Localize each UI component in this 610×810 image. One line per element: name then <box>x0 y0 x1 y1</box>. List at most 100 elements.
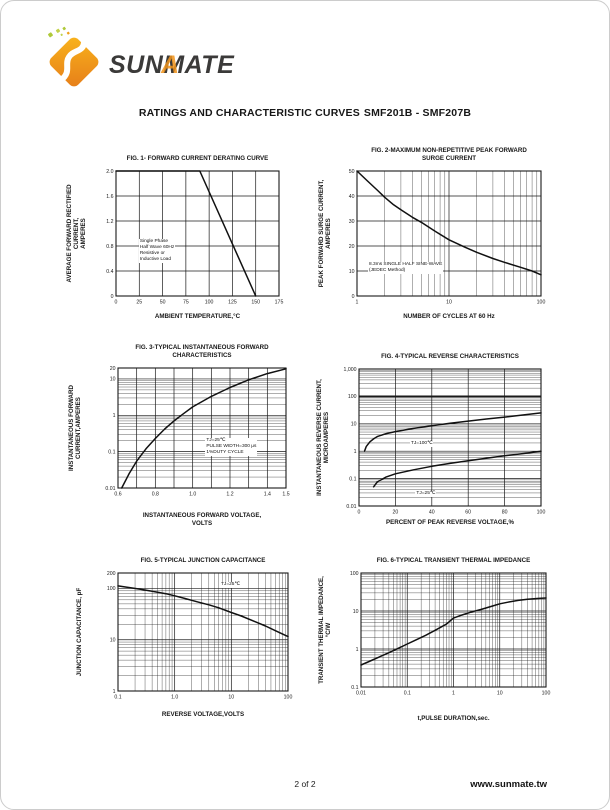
svg-text:50: 50 <box>160 300 166 306</box>
svg-text:80: 80 <box>502 510 508 516</box>
svg-text:0: 0 <box>111 294 114 300</box>
title-text: RATINGS AND CHARACTERISTIC CURVES <box>138 107 360 119</box>
svg-text:60: 60 <box>465 510 471 516</box>
y-axis-label: INSTANTANEOUS REVERSE CURRENT, MICROAMPE… <box>316 379 330 496</box>
chart-annotation: TJ=25℃ <box>220 582 241 589</box>
svg-text:0.6: 0.6 <box>114 492 121 498</box>
svg-text:1,000: 1,000 <box>344 367 357 373</box>
chart-title: FIG. 2-MAXIMUM NON-REPETITIVE PEAK FORWA… <box>371 147 527 163</box>
svg-text:10: 10 <box>446 300 452 306</box>
y-axis-label: TRANSIENT THERMAL IMPEDANCE, °C/W <box>318 576 332 684</box>
logo-mark-icon: SUNMATE A <box>48 26 235 87</box>
svg-text:0.1: 0.1 <box>114 695 121 701</box>
chart-title: FIG. 3-TYPICAL INSTANTANEOUS FORWARD CHA… <box>135 344 269 360</box>
chart-annotation: Single Phase Half Wave 60Hz Resistive or… <box>138 239 176 264</box>
plot-area: 0.6 0.8 1.0 1.2 1.4 1.5 0.01 0.1 1 10 20 <box>105 366 289 498</box>
svg-text:100: 100 <box>537 300 546 306</box>
svg-text:0.1: 0.1 <box>404 691 411 697</box>
svg-text:10: 10 <box>351 422 357 428</box>
svg-text:1: 1 <box>452 691 455 697</box>
sunmate-logo: SUNMATE A <box>48 26 235 87</box>
svg-text:0.01: 0.01 <box>356 691 366 697</box>
chart-annotation: TJ=25℃ PULSE WIDTH=300 μs 1%DUTY CYCLE <box>205 438 258 457</box>
svg-text:1: 1 <box>113 413 116 419</box>
svg-text:20: 20 <box>349 244 355 250</box>
svg-text:200: 200 <box>107 571 116 577</box>
chart-annotation: 8.3ms SINGLE HALF SINE-WAVE (JEDEC Metho… <box>368 262 444 275</box>
svg-text:50: 50 <box>349 169 355 175</box>
svg-text:0: 0 <box>352 294 355 300</box>
svg-text:10: 10 <box>497 691 503 697</box>
svg-text:100: 100 <box>284 695 293 701</box>
chart-annotation: TJ=25℃ <box>415 490 437 497</box>
svg-text:100: 100 <box>350 571 359 577</box>
y-axis-label: PEAK FORWARD SURGE CURRENT, AMPERES <box>318 179 332 288</box>
svg-text:1: 1 <box>354 449 357 455</box>
x-axis-label: INSTANTANEOUS FORWARD VOLTAGE, VOLTS <box>142 512 262 528</box>
page-title: RATINGS AND CHARACTERISTIC CURVES SMF201B… <box>1 107 609 119</box>
svg-text:10: 10 <box>353 609 359 615</box>
svg-text:150: 150 <box>251 300 260 306</box>
svg-text:0: 0 <box>115 300 118 306</box>
svg-text:100: 100 <box>348 394 357 400</box>
svg-text:1.2: 1.2 <box>226 492 233 498</box>
svg-text:175: 175 <box>275 300 284 306</box>
y-axis-label: INSTANTANEOUS FORWARD CURRENT,AMPERES <box>68 385 82 471</box>
svg-text:30: 30 <box>349 219 355 225</box>
svg-text:10: 10 <box>349 269 355 275</box>
plot-area: 0 25 50 75 100 125 150 175 0 0.4 0.8 1.2 1.6 2.0 <box>106 169 284 306</box>
x-axis-label: t,PULSE DURATION,sec. <box>417 715 490 722</box>
svg-text:125: 125 <box>228 300 237 306</box>
svg-text:40: 40 <box>429 510 435 516</box>
chart-title: FIG. 1- FORWARD CURRENT DERATING CURVE <box>126 155 269 162</box>
chart-title: FIG. 4-TYPICAL REVERSE CHARACTERISTICS <box>381 353 519 360</box>
svg-text:10: 10 <box>228 695 234 701</box>
svg-text:0: 0 <box>358 510 361 516</box>
svg-text:0.01: 0.01 <box>105 486 115 492</box>
x-axis-label: NUMBER OF CYCLES AT 60 Hz <box>403 313 495 320</box>
svg-text:100: 100 <box>537 510 546 516</box>
svg-text:20: 20 <box>110 366 116 372</box>
part-number: SMF201B - SMF207B <box>363 107 472 119</box>
svg-text:75: 75 <box>183 300 189 306</box>
svg-text:25: 25 <box>136 300 142 306</box>
svg-text:0.4: 0.4 <box>106 269 113 275</box>
svg-text:40: 40 <box>349 194 355 200</box>
svg-text:100: 100 <box>205 300 214 306</box>
chart-title: FIG. 6-TYPICAL TRANSIENT THERMAL IMPEDAN… <box>376 557 531 564</box>
svg-text:0.1: 0.1 <box>108 449 115 455</box>
page-number: 2 of 2 <box>294 779 316 789</box>
svg-text:100: 100 <box>542 691 551 697</box>
chart-annotation: TJ=100℃ <box>409 440 434 447</box>
logo-wordmark: SUNMATE <box>109 51 235 79</box>
logo-wordmark-accent: A <box>160 51 179 79</box>
svg-text:100: 100 <box>107 586 116 592</box>
svg-text:1.6: 1.6 <box>106 194 113 200</box>
svg-text:0.8: 0.8 <box>106 244 113 250</box>
plot-area: 0 20 40 60 80 100 0.01 0.1 1 10 100 1,000 <box>344 367 546 516</box>
y-axis-label: JUNCTION CAPACITANCE, pF <box>76 587 83 677</box>
x-axis-label: AMBIENT TEMPERATURE,°C <box>154 313 241 320</box>
svg-text:1.5: 1.5 <box>282 492 289 498</box>
svg-text:1.4: 1.4 <box>264 492 271 498</box>
svg-text:1: 1 <box>113 689 116 695</box>
svg-text:10: 10 <box>110 377 116 383</box>
svg-text:0.01: 0.01 <box>346 504 356 510</box>
svg-text:1: 1 <box>356 647 359 653</box>
svg-text:10: 10 <box>110 638 116 644</box>
svg-text:1.0: 1.0 <box>171 695 178 701</box>
svg-text:2.0: 2.0 <box>106 169 113 175</box>
svg-text:1.2: 1.2 <box>106 219 113 225</box>
svg-text:0.1: 0.1 <box>349 476 356 482</box>
svg-text:0.8: 0.8 <box>152 492 159 498</box>
y-axis-label: AVERAGE FORWARD RECTIFIED CURRENT, AMPER… <box>66 184 87 283</box>
chart-title: FIG. 5-TYPICAL JUNCTION CAPACITANCE <box>140 557 266 564</box>
plot-area: 0.1 1.0 10 100 1 10 100 200 <box>107 571 293 701</box>
website-url: www.sunmate.tw <box>470 779 547 790</box>
